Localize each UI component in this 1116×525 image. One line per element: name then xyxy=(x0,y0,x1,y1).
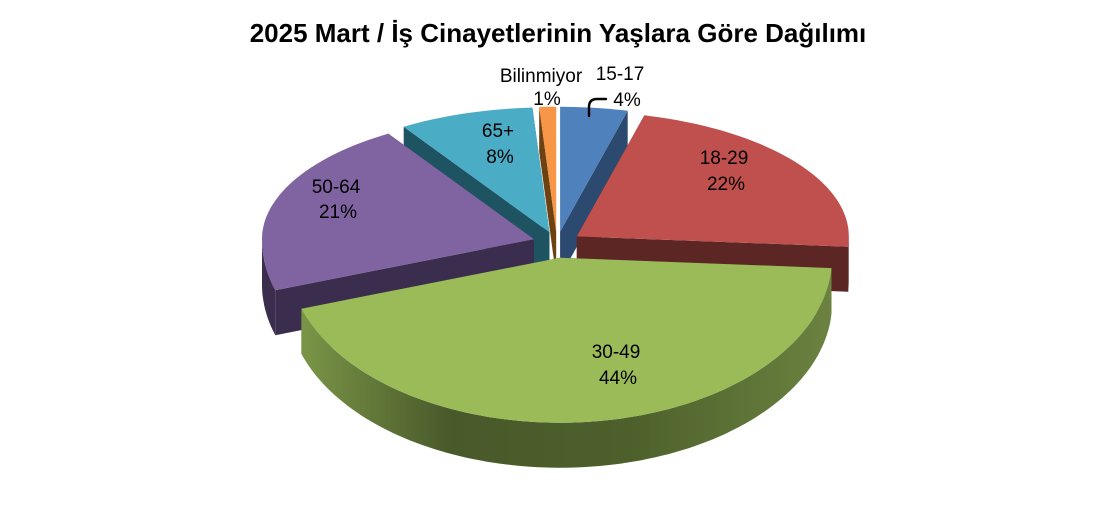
slice-top-face xyxy=(560,106,628,232)
slice-top-face xyxy=(301,257,832,423)
slice-label-name-18-29: 18-29 xyxy=(700,148,749,169)
label-leader-line xyxy=(587,97,608,118)
slice-label-pct-18-29: 22% xyxy=(707,174,745,195)
slice-side-face xyxy=(560,110,628,277)
slice-label-pct-bilinmiyor: 1% xyxy=(533,89,561,110)
slice-label-name-bilinmiyor: Bilinmiyor xyxy=(500,66,583,87)
slice-label-name-15-17: 15-17 xyxy=(596,64,645,85)
slice-rim xyxy=(301,268,832,468)
slice-label-name-65+: 65+ xyxy=(482,121,514,142)
pie-slice-15-17[interactable] xyxy=(560,106,628,277)
slice-rim xyxy=(848,236,849,292)
slice-side-face xyxy=(539,107,557,277)
slice-label-pct-50-64: 21% xyxy=(319,202,357,223)
slice-label-pct-30-49: 44% xyxy=(599,368,637,389)
slice-label-name-50-64: 50-64 xyxy=(312,177,361,198)
slice-label-pct-15-17: 4% xyxy=(613,90,641,111)
slice-rim xyxy=(262,239,276,336)
slice-top-face xyxy=(403,107,550,233)
pie-slice-bilinmiyor[interactable] xyxy=(539,106,557,277)
chart-title: 2025 Mart / İş Cinayetlerinin Yaşlara Gö… xyxy=(249,18,867,48)
slice-label-name-30-49: 30-49 xyxy=(592,342,641,363)
slice-top-face xyxy=(262,133,534,291)
slice-label-pct-65+: 8% xyxy=(486,147,514,168)
slice-top-face xyxy=(576,115,849,247)
pie-slice-30-49[interactable] xyxy=(301,257,832,468)
slice-top-face xyxy=(539,106,557,232)
